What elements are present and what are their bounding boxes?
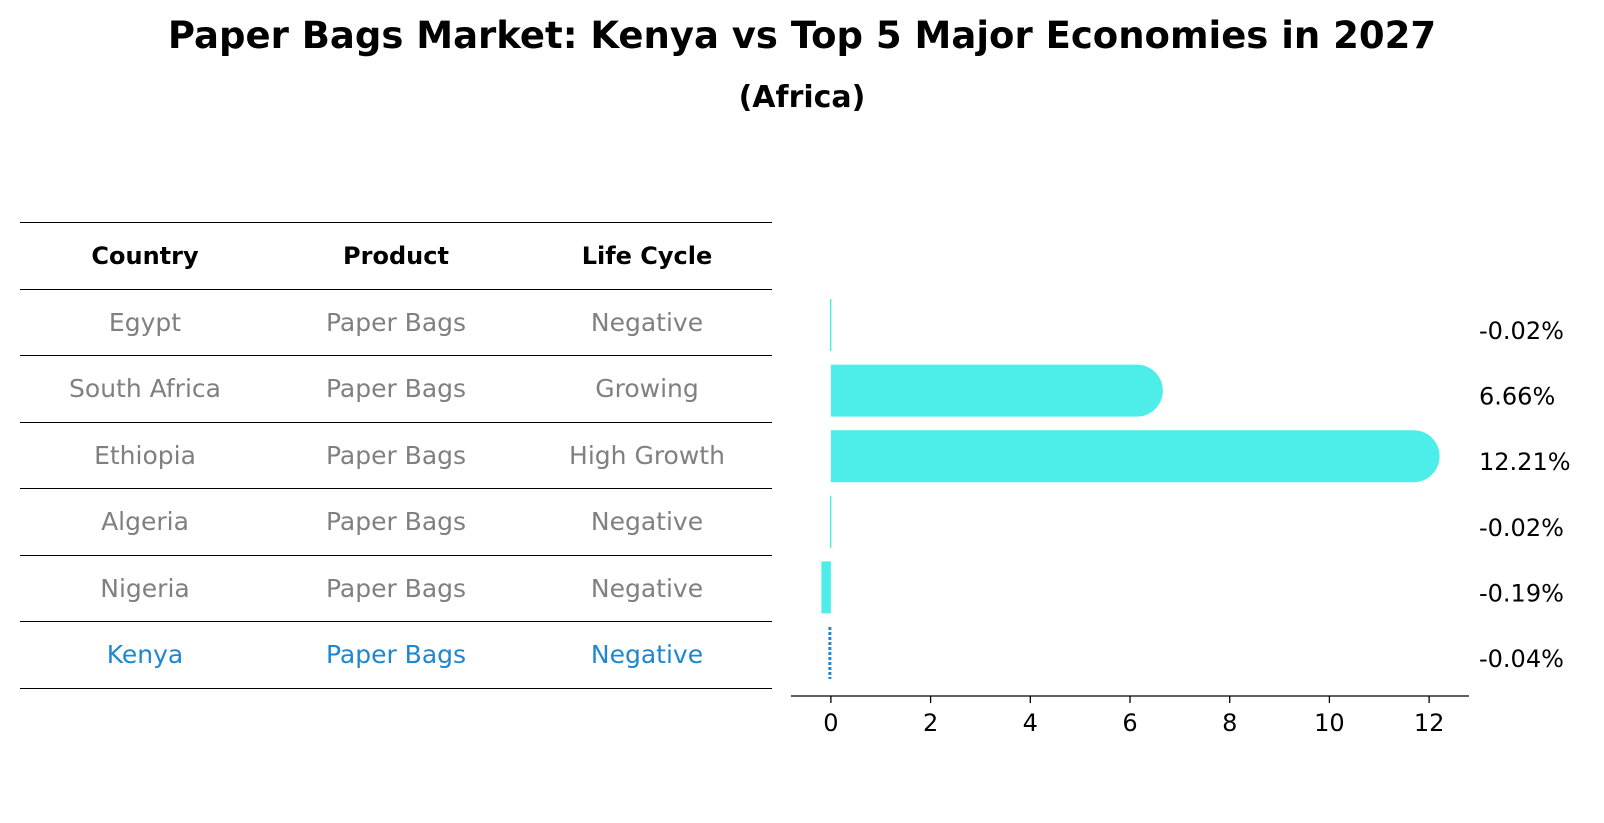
country-table: Country Product Life Cycle Egypt Paper B… xyxy=(20,222,772,689)
cell-life-cycle: Negative xyxy=(522,488,772,555)
cell-product: Paper Bags xyxy=(270,554,522,622)
bar xyxy=(829,495,832,548)
data-label: -0.19% xyxy=(1479,579,1564,607)
cell-life-cycle: Growing xyxy=(522,355,772,422)
bar xyxy=(830,364,1163,417)
table-header-row: Country Product Life Cycle xyxy=(20,222,772,289)
cell-product: Paper Bags xyxy=(270,421,522,489)
cell-product: Paper Bags xyxy=(270,621,522,689)
table-row: South Africa Paper Bags Growing xyxy=(20,355,772,422)
cell-country: Nigeria xyxy=(20,554,270,622)
cell-life-cycle: Negative xyxy=(522,288,772,356)
x-tick-label: 10 xyxy=(1314,709,1345,737)
bar xyxy=(821,561,831,614)
table-row: Ethiopia Paper Bags High Growth xyxy=(20,421,772,489)
table-row: Nigeria Paper Bags Negative xyxy=(20,554,772,622)
x-tick-label: 2 xyxy=(923,709,938,737)
cell-product: Paper Bags xyxy=(270,288,522,356)
cell-life-cycle: Negative xyxy=(522,621,772,689)
data-label: -0.02% xyxy=(1479,514,1564,542)
cell-life-cycle: High Growth xyxy=(522,421,772,489)
table-row: Algeria Paper Bags Negative xyxy=(20,488,772,555)
cell-country: Egypt xyxy=(20,288,270,356)
data-label: 12.21% xyxy=(1479,448,1571,476)
cell-country: Algeria xyxy=(20,488,270,555)
cell-country: Ethiopia xyxy=(20,421,270,489)
header-product: Product xyxy=(270,222,522,289)
table-row: Egypt Paper Bags Negative xyxy=(20,288,772,356)
cell-product: Paper Bags xyxy=(270,355,522,422)
x-tick-label: 4 xyxy=(1023,709,1038,737)
data-label: -0.02% xyxy=(1479,317,1564,345)
cell-product: Paper Bags xyxy=(270,488,522,555)
cell-life-cycle: Negative xyxy=(522,554,772,622)
header-country: Country xyxy=(20,222,270,289)
chart-title: Paper Bags Market: Kenya vs Top 5 Major … xyxy=(167,14,1437,57)
x-tick-label: 6 xyxy=(1122,709,1137,737)
x-tick-label: 12 xyxy=(1414,709,1445,737)
data-label: 6.66% xyxy=(1479,383,1555,411)
chart-subtitle: (Africa) xyxy=(738,80,866,115)
bar xyxy=(829,299,832,351)
cell-country: South Africa xyxy=(20,355,270,422)
header-life-cycle: Life Cycle xyxy=(522,222,772,289)
table-row-highlight: Kenya Paper Bags Negative xyxy=(20,621,772,689)
bar xyxy=(830,430,1440,483)
x-tick-label: 0 xyxy=(823,709,838,737)
x-tick-label: 8 xyxy=(1222,709,1237,737)
cell-country: Kenya xyxy=(20,621,270,689)
data-label: -0.04% xyxy=(1479,645,1564,673)
